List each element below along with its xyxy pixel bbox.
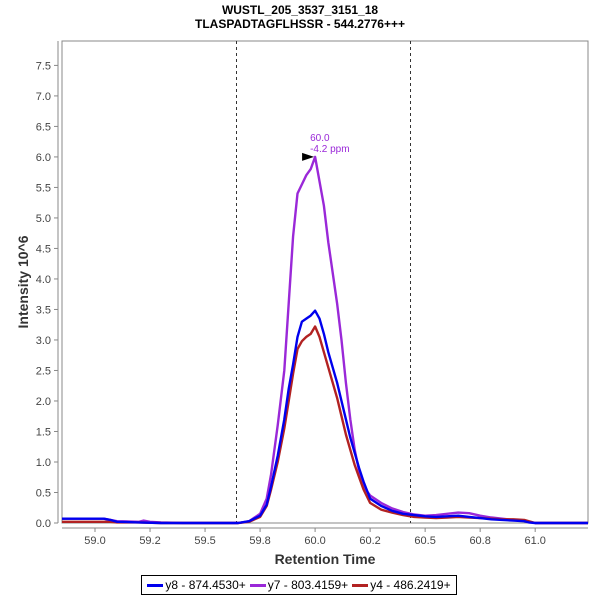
legend-swatch-y8 [147,583,164,587]
y-tick-label: 2.0 [36,396,51,408]
x-tick-label: 60.8 [469,535,490,547]
legend-item-y8: y8 - 874.4530+ [147,578,246,592]
y-tick-label: 5.5 [36,182,51,194]
x-tick-label: 59.8 [249,535,270,547]
y-tick-label: 6.5 [36,121,51,133]
y-tick-label: 7.5 [36,60,51,72]
legend-label-y8: y8 - 874.4530+ [165,578,246,592]
chart-title: WUSTL_205_3537_3151_18 [221,3,379,17]
y-tick-label: 7.0 [36,91,51,103]
y-axis-label: Intensity 10^6 [15,235,31,328]
legend-label-y7: y7 - 803.4159+ [267,578,349,592]
x-tick-label: 59.0 [84,535,105,547]
y-tick-label: 4.0 [36,274,51,286]
chart-subtitle: TLASPADTAGFLHSSR - 544.2776+++ [195,17,405,31]
legend-swatch-y7 [249,583,266,587]
x-tick-label: 60.5 [414,535,435,547]
x-tick-label: 61.0 [524,535,545,547]
y-tick-label: 3.0 [36,335,51,347]
legend-item-y4: y4 - 486.2419+ [352,578,451,592]
y-tick-label: 6.0 [36,152,51,164]
plot-area [61,40,589,524]
peak-annotation-ppm: -4.2 ppm [310,144,349,155]
y-tick-label: 0.0 [36,518,51,530]
y-tick-label: 4.5 [36,243,51,255]
y-tick-label: 1.0 [36,457,51,469]
x-tick-label: 59.2 [139,535,160,547]
peak-annotation-rt: 60.0 [310,133,330,144]
x-tick-label: 59.5 [194,535,215,547]
y-tick-label: 5.0 [36,213,51,225]
y-tick-label: 1.5 [36,426,51,438]
legend-label-y4: y4 - 486.2419+ [370,578,451,592]
legend: y8 - 874.4530+ y7 - 803.4159+ y4 - 486.2… [141,575,457,595]
y-tick-label: 2.5 [36,365,51,377]
x-tick-label: 60.0 [304,535,325,547]
y-tick-label: 3.5 [36,304,51,316]
series-line-y8 [62,309,588,525]
peak-marker-icon [302,152,315,161]
legend-swatch-y4 [352,583,369,587]
y-tick-label: 0.5 [36,487,51,499]
x-axis-label: Retention Time [275,551,376,567]
chromatogram-chart: 0.0 0.5 1.0 1.5 2.0 2.5 3.0 3.5 4.0 4.5 5.0 5.5 6.0 6… [15,40,589,567]
legend-item-y7: y7 - 803.4159+ [249,578,349,592]
x-tick-label: 60.2 [359,535,380,547]
